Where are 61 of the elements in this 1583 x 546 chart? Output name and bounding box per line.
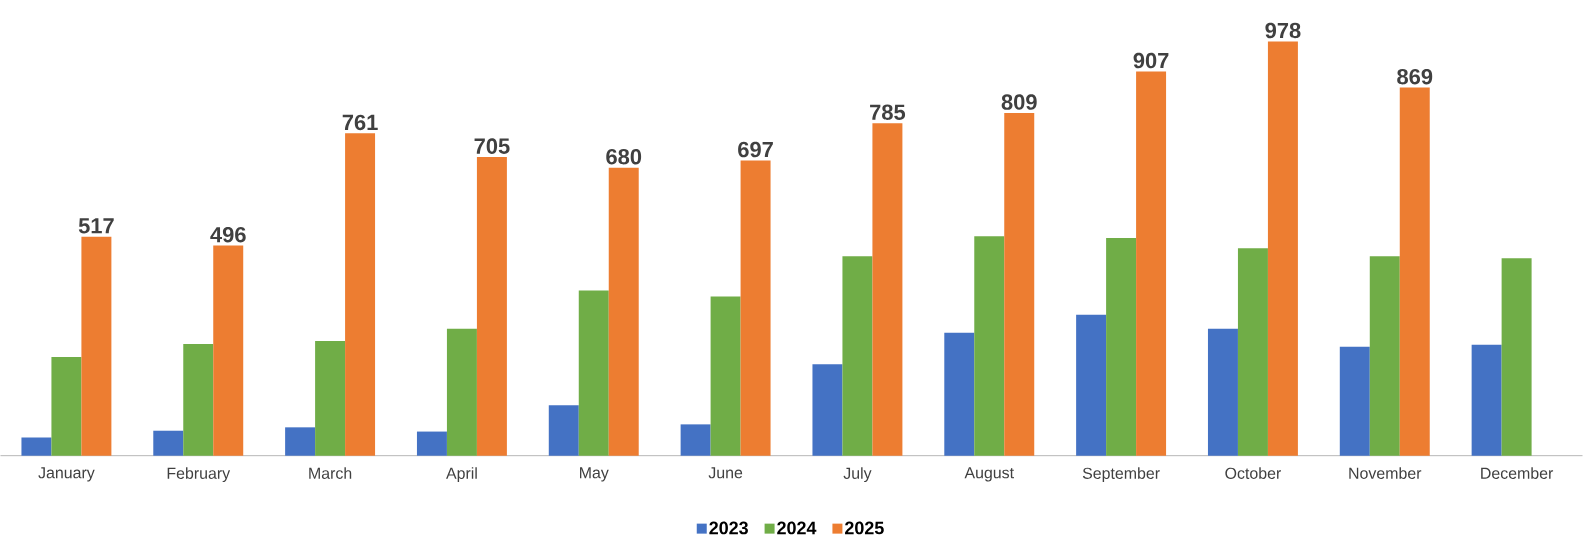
data-label: 869 <box>1397 69 1433 85</box>
data-label: 907 <box>1133 52 1169 69</box>
bar <box>1207 328 1238 456</box>
x-tick-label: May <box>580 467 609 482</box>
bar <box>213 245 244 456</box>
bar <box>842 256 873 456</box>
bar <box>1004 113 1035 456</box>
bar <box>416 431 447 456</box>
x-tick-label: September <box>1082 467 1160 483</box>
bar <box>1399 87 1430 456</box>
x-tick-label: June <box>708 467 743 479</box>
x-tick-label: January <box>38 467 95 482</box>
legend-label: 2025 <box>845 521 884 535</box>
data-label: 809 <box>1001 94 1037 110</box>
data-label: 496 <box>210 227 246 243</box>
bar <box>51 357 82 456</box>
bar <box>578 290 609 456</box>
x-tick-label: October <box>1225 467 1281 480</box>
bar <box>183 344 214 456</box>
bar <box>21 437 52 456</box>
bar <box>153 430 184 456</box>
bar <box>1501 258 1532 456</box>
bar <box>345 133 376 456</box>
data-label: 517 <box>78 218 114 234</box>
data-label: 761 <box>342 114 378 131</box>
bar <box>872 123 903 456</box>
x-tick-label: April <box>446 467 477 483</box>
data-label: 680 <box>606 149 642 165</box>
bar <box>1339 347 1370 456</box>
x-tick-label: March <box>309 467 352 480</box>
bar <box>548 405 579 456</box>
bar <box>1136 71 1167 456</box>
legend-label: 2024 <box>777 521 817 535</box>
bar <box>974 236 1005 456</box>
legend-label: 2023 <box>709 521 748 535</box>
bar <box>446 328 477 456</box>
x-tick-label: December <box>1481 467 1554 480</box>
bar <box>710 296 741 456</box>
x-tick-label: November <box>1349 467 1422 480</box>
bar <box>1237 248 1268 456</box>
bar <box>680 424 711 456</box>
bar <box>1106 238 1137 456</box>
bar <box>1369 256 1400 456</box>
bar <box>608 167 639 456</box>
data-label: 785 <box>870 104 906 121</box>
x-tick-label: July <box>843 467 872 483</box>
bar <box>1471 344 1502 456</box>
bar <box>81 236 112 456</box>
bar <box>944 333 975 456</box>
data-label: 978 <box>1265 22 1301 39</box>
bar <box>740 160 771 456</box>
x-tick-label: August <box>964 467 1014 482</box>
bar <box>1267 41 1298 456</box>
bar <box>812 364 843 456</box>
bar <box>285 427 316 456</box>
bar <box>315 341 346 456</box>
bar <box>1076 314 1107 456</box>
bar <box>476 157 507 456</box>
data-label: 697 <box>738 141 773 158</box>
data-label: 705 <box>474 138 510 155</box>
x-tick-label: February <box>167 467 231 483</box>
